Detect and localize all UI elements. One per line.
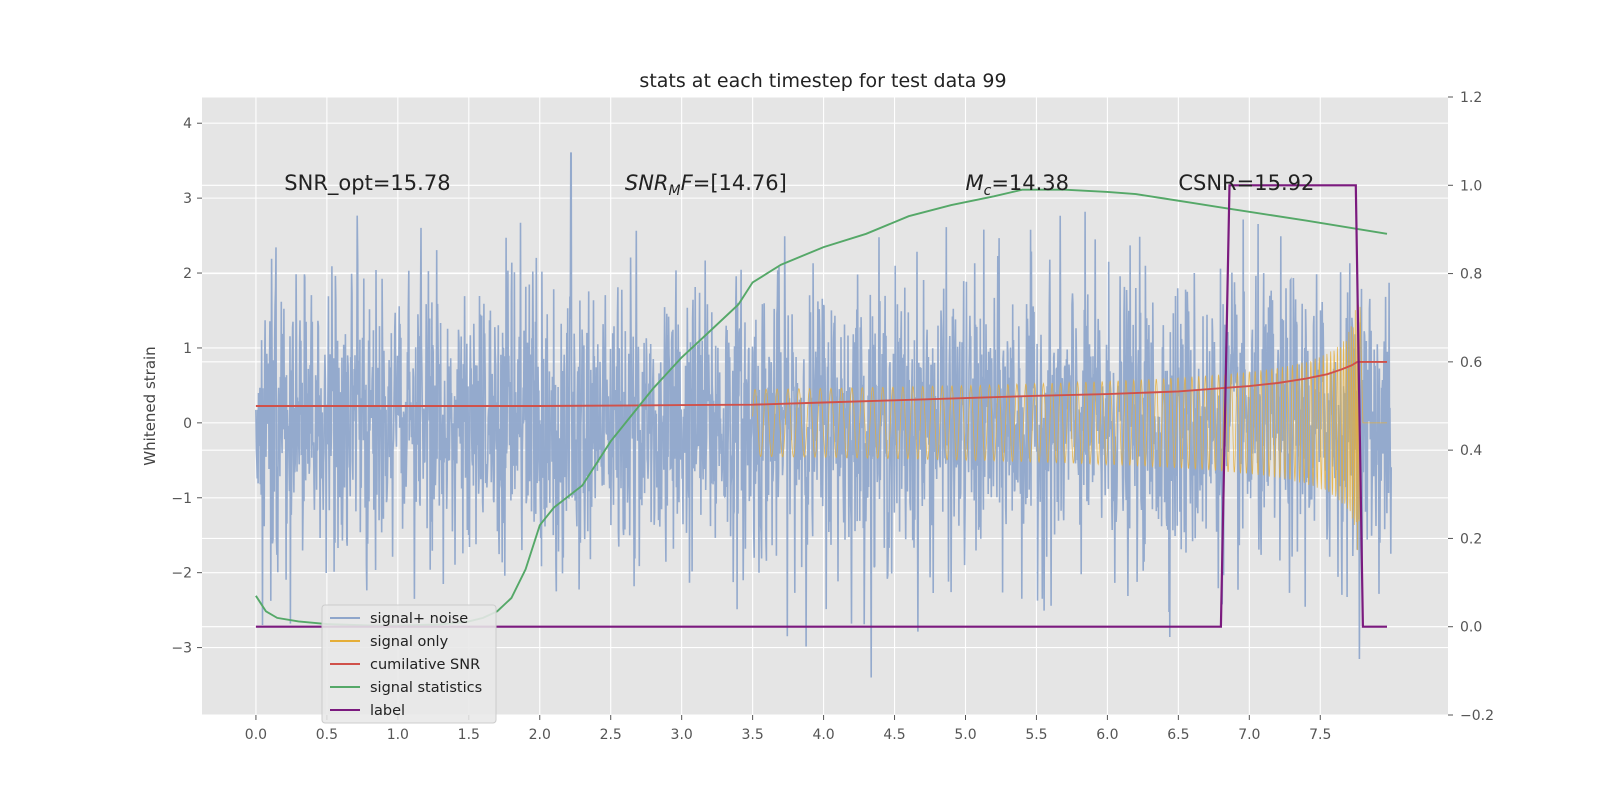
y-tick-label: −1 [171,491,192,507]
x-tick-label: 5.5 [1025,727,1047,743]
annotation-1: SNRMF=[14.76] [625,171,787,199]
y2-tick-label: 0.8 [1460,267,1482,283]
legend-entry: label [370,703,405,719]
y-tick-label: 4 [183,116,192,132]
y-axis-label: Whitened strain [141,346,159,465]
x-tick-label: 7.0 [1238,727,1260,743]
y2-tick-label: 1.0 [1460,178,1482,194]
x-tick-label: 4.0 [812,727,834,743]
annotations: SNR_opt=15.78 SNRMF=[14.76] Mc=14.38 CSNR=1… [284,171,1314,199]
annotation-2: Mc=14.38 [965,171,1069,199]
x-tick-label: 6.0 [1096,727,1118,743]
legend-entry: signal+ noise [370,611,468,627]
y-tick-label: 0 [183,416,192,432]
y-tick-label: −2 [171,566,192,582]
y-tick-label: 1 [183,341,192,357]
x-tick-label: 2.0 [529,727,551,743]
y2-tick-label: −0.2 [1460,708,1494,724]
x-tick-label: 5.0 [954,727,976,743]
series-cumilative-snr [255,360,1387,407]
x-tick-label: 7.5 [1309,727,1331,743]
x-tick-label: 3.0 [671,727,693,743]
legend-entry: signal statistics [370,680,482,696]
legend-entry: cumilative SNR [370,657,480,673]
y2-tick-label: 0.0 [1460,620,1482,636]
legend-box [321,604,497,724]
y2-tick-label: 0.4 [1460,443,1482,459]
chart-title: stats at each timestep for test data 99 [639,70,1006,92]
x-tick-label: 2.5 [600,727,622,743]
y-tick-label: 2 [183,266,192,282]
x-tick-label: 1.5 [458,727,480,743]
x-tick-label: 0.0 [245,727,267,743]
x-tick-label: 3.5 [741,727,763,743]
axes: 0.0 0.5 1.0 1.5 2.0 2.5 3.0 3.5 4.0 4.5 5.0 5.5 6.0 6… [171,90,1494,743]
series-label [255,184,1387,628]
y-tick-label: 3 [183,191,192,207]
y2-tick-label: 0.2 [1460,531,1482,547]
legend-entry: signal only [370,634,449,650]
x-tick-label: 6.5 [1167,727,1189,743]
x-tick-label: 0.5 [316,727,338,743]
y2-tick-label: 0.6 [1460,355,1482,371]
series-signal-noise [255,152,1392,678]
legend: signal+ noise signal only cumilative SNR si… [321,604,497,724]
y-tick-label: −3 [171,641,192,657]
annotation-0: SNR_opt=15.78 [284,171,450,196]
x-tick-label: 1.0 [387,727,409,743]
y2-tick-label: 1.2 [1460,90,1482,106]
series-signal-only [752,298,1387,551]
annotation-3: CSNR=15.92 [1178,171,1314,195]
x-tick-label: 4.5 [883,727,905,743]
